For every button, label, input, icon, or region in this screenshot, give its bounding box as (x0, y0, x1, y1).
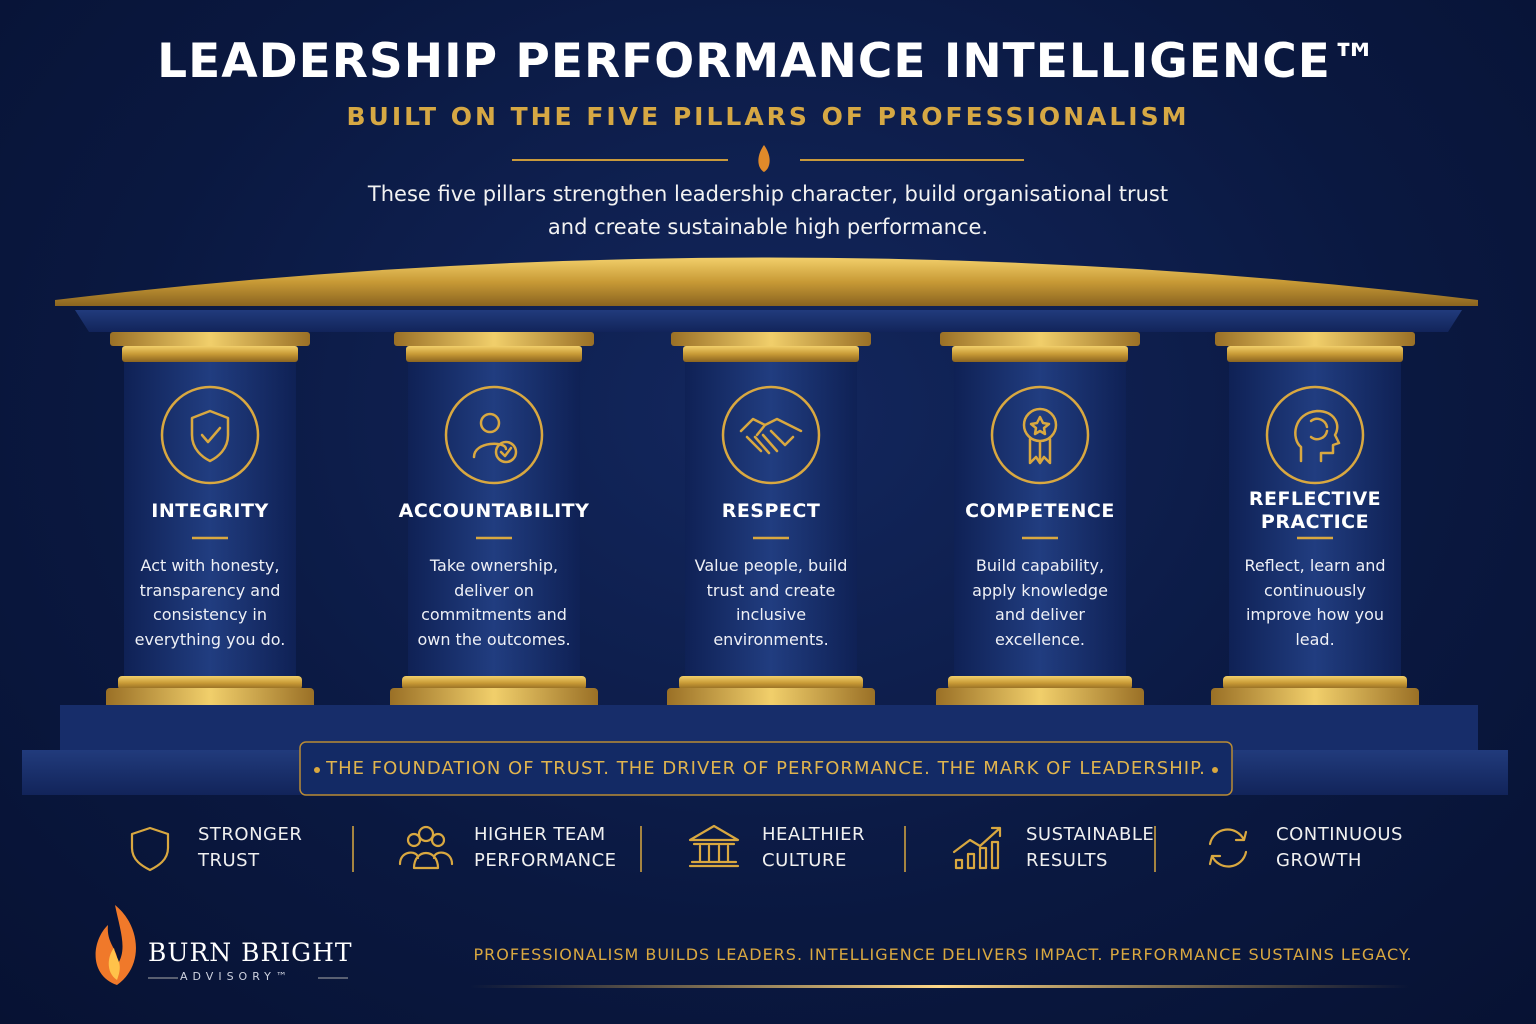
benefit: HEALTHIER CULTURE (762, 824, 865, 871)
benefit: STRONGER TRUST (198, 824, 303, 871)
icon-ring (990, 385, 1090, 485)
footer-glow (470, 985, 1410, 988)
benefit-icon (688, 824, 740, 868)
pillars (106, 332, 1419, 710)
pillar-base (679, 676, 863, 690)
base (22, 705, 1508, 796)
pillar-capital (683, 346, 859, 362)
pillar-capital (406, 346, 582, 362)
benefit-icons (130, 824, 1248, 872)
pillar-capital (940, 332, 1140, 346)
pillar-shaft (408, 358, 580, 684)
pillar-capital (1215, 332, 1415, 346)
pillar-icon (190, 409, 230, 463)
benefit: SUSTAINABLE RESULTS (1026, 824, 1155, 871)
pillar-shaft (954, 358, 1126, 684)
pillar-base (118, 676, 302, 690)
logo-tagline: ADVISORY™ (180, 970, 292, 983)
pillar-icon (472, 412, 518, 464)
pillar-icon (1294, 409, 1341, 463)
benefit-icon (398, 825, 454, 870)
pillar-base (948, 676, 1132, 690)
pillar-icon (1022, 407, 1058, 465)
pillar-base (106, 688, 314, 710)
intro-line: These five pillars strengthen leadership… (367, 182, 1169, 206)
pillar-capital (952, 346, 1128, 362)
pillar-capital (122, 346, 298, 362)
benefit-icon (130, 826, 170, 872)
pillar-base (1211, 688, 1419, 710)
benefit: HIGHER TEAM PERFORMANCE (474, 824, 617, 871)
pillar-base (667, 688, 875, 710)
logo-icon (95, 905, 348, 985)
pillar-base (390, 688, 598, 710)
footer-tagline: PROFESSIONALISM BUILDS LEADERS. INTELLIG… (473, 945, 1413, 964)
logo-name: BURN BRIGHT (148, 938, 353, 967)
pillar-description: Value people, build trust and create inc… (694, 556, 848, 649)
pillar-title: COMPETENCE (965, 499, 1115, 522)
icon-ring (444, 385, 544, 485)
pillar-title: INTEGRITY (151, 499, 269, 522)
pillar-icon (739, 417, 803, 455)
pillar-description: Build capability, apply knowledge and de… (972, 556, 1108, 649)
pillar-capital (1227, 346, 1403, 362)
benefit-icon (1208, 828, 1248, 868)
pillar-base (402, 676, 586, 690)
pillar-capital (394, 332, 594, 346)
pillar-base (1223, 676, 1407, 690)
subtitle: BUILT ON THE FIVE PILLARS OF PROFESSIONA… (346, 102, 1190, 131)
intro-line: and create sustainable high performance. (547, 215, 989, 239)
icon-ring (721, 385, 821, 485)
pillar-description: Act with honesty, transparency and consi… (134, 556, 286, 649)
pillar-description: Reflect, learn and continuously improve … (1244, 556, 1386, 649)
benefit-icon (952, 826, 1002, 870)
pillar-title: RESPECT (721, 499, 821, 522)
icon-ring (1265, 385, 1365, 485)
icon-ring (160, 385, 260, 485)
pillar-title: ACCOUNTABILITY (398, 499, 590, 522)
pillar-shaft (685, 358, 857, 684)
pillar-capital (671, 332, 871, 346)
pillar-capital (110, 332, 310, 346)
pillar-title: REFLECTIVE PRACTICE (1248, 488, 1382, 533)
divider (512, 145, 1024, 172)
title: LEADERSHIP PERFORMANCE INTELLIGENCE™ (157, 34, 1379, 89)
roof (55, 257, 1478, 332)
pillar-base (936, 688, 1144, 710)
banner: THE FOUNDATION OF TRUST. THE DRIVER OF P… (326, 758, 1206, 779)
pillar-description: Take ownership, deliver on commitments a… (417, 556, 571, 649)
benefit: CONTINUOUS GROWTH (1276, 824, 1403, 871)
